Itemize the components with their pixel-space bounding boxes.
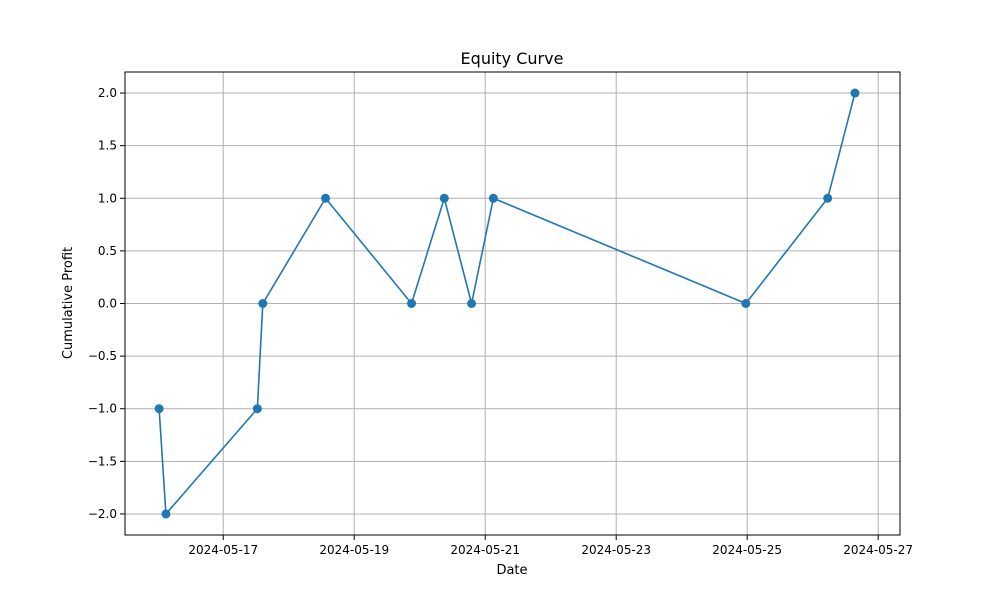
x-tick-label: 2024-05-25 xyxy=(712,543,782,557)
data-point xyxy=(850,88,860,98)
y-axis-label: Cumulative Profit xyxy=(61,247,76,359)
y-tick-label: −1.5 xyxy=(88,454,117,468)
x-axis-label: Date xyxy=(496,563,527,578)
data-point xyxy=(407,299,417,308)
series-layer xyxy=(154,88,860,519)
data-point xyxy=(321,193,331,203)
chart-title: Equity Curve xyxy=(461,49,564,68)
data-point xyxy=(488,193,498,203)
data-point xyxy=(823,193,833,203)
data-point xyxy=(741,299,751,308)
y-tick-label: −0.5 xyxy=(88,349,117,363)
data-point xyxy=(439,193,449,203)
y-tick-label: 1.0 xyxy=(98,191,117,205)
tick-layer: 2024-05-17 2024-05-19 2024-05-21 2024-05-23… xyxy=(88,86,913,557)
x-tick-label: 2024-05-21 xyxy=(450,543,520,557)
grid-layer xyxy=(125,72,900,535)
y-tick-label: 2.0 xyxy=(98,86,117,100)
y-tick-label: −1.0 xyxy=(88,402,117,416)
x-tick-label: 2024-05-19 xyxy=(319,543,389,557)
data-point xyxy=(258,299,268,308)
series-line xyxy=(158,92,856,516)
data-point xyxy=(252,404,262,414)
y-tick-label: 0.5 xyxy=(98,244,117,258)
x-tick-label: 2024-05-17 xyxy=(188,543,258,557)
x-tick-label: 2024-05-23 xyxy=(581,543,651,557)
data-point xyxy=(467,299,477,308)
data-point xyxy=(161,509,171,519)
x-tick-label: 2024-05-27 xyxy=(843,543,913,557)
data-point xyxy=(154,404,164,414)
y-tick-label: −2.0 xyxy=(88,507,117,521)
y-tick-label: 1.5 xyxy=(98,139,117,153)
y-tick-label: 0.0 xyxy=(98,297,117,311)
